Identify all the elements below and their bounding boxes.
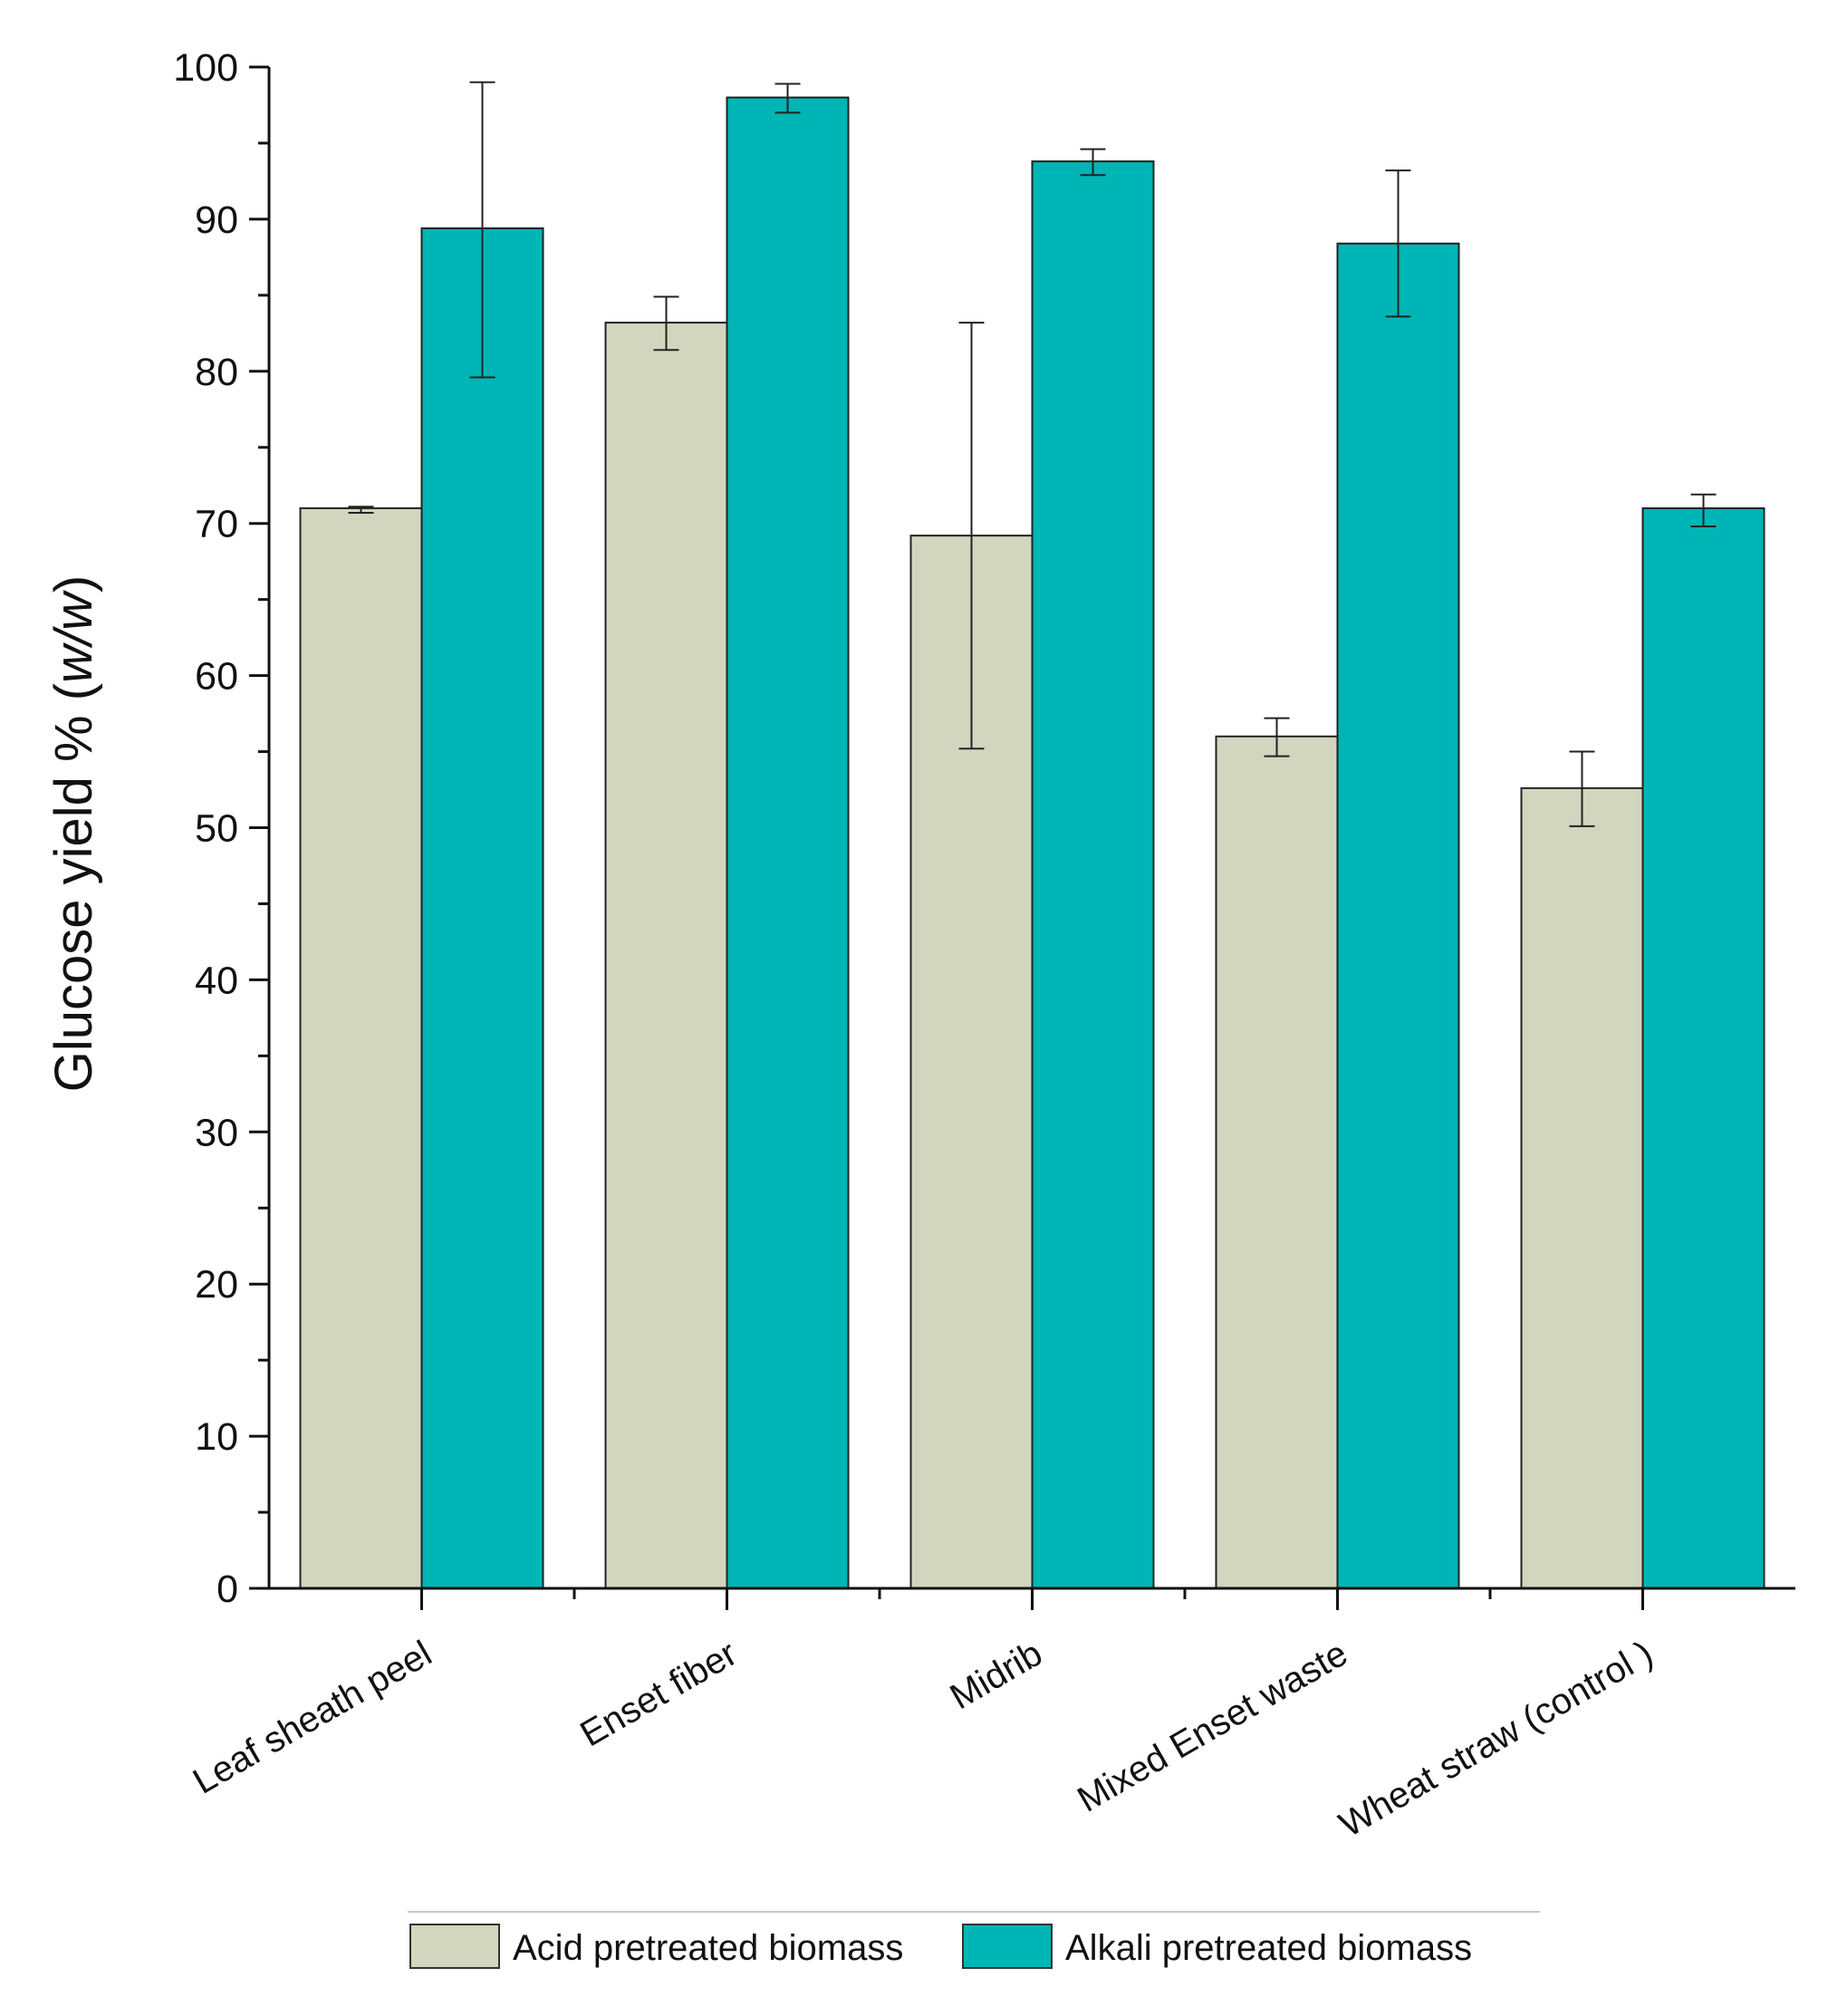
x-tick-label: Wheat straw (control ) xyxy=(1332,1634,1659,1846)
error-bar-acid-1 xyxy=(653,295,679,352)
legend-swatch-alkali xyxy=(962,1924,1053,1969)
bar-alkali-3 xyxy=(1336,242,1460,1589)
y-axis-title: Glucose yield % (w/w) xyxy=(44,575,103,1093)
bar-acid-3 xyxy=(1215,735,1339,1589)
y-tick-label: 90 xyxy=(195,198,238,242)
x-tick-label: Mixed Enset waste xyxy=(1071,1634,1354,1820)
y-tick-label: 50 xyxy=(195,807,238,851)
y-tick-label: 20 xyxy=(195,1263,238,1307)
y-tick-label: 0 xyxy=(216,1567,238,1611)
error-bars-layer xyxy=(348,81,1717,827)
x-tick-label: Leaf sheath peel xyxy=(187,1634,438,1802)
y-tick-label: 30 xyxy=(195,1111,238,1154)
bar-acid-0 xyxy=(299,506,423,1589)
y-tick-label: 70 xyxy=(195,503,238,546)
bar-alkali-4 xyxy=(1641,506,1765,1589)
bar-alkali-1 xyxy=(726,96,850,1590)
legend-label-acid: Acid pretreated biomass xyxy=(513,1928,903,1968)
error-bar-alkali-1 xyxy=(774,82,801,114)
error-bar-alkali-2 xyxy=(1080,148,1106,177)
error-bar-alkali-3 xyxy=(1385,169,1411,318)
y-tick-label: 60 xyxy=(195,655,238,699)
bar-acid-1 xyxy=(604,322,728,1589)
bar-alkali-0 xyxy=(420,227,544,1589)
y-tick-label: 80 xyxy=(195,351,238,394)
error-bar-acid-0 xyxy=(348,506,374,514)
y-tick-label: 10 xyxy=(195,1415,238,1459)
x-tick-label: Midrib xyxy=(944,1634,1049,1718)
bar-acid-4 xyxy=(1520,786,1644,1589)
error-bar-alkali-4 xyxy=(1690,493,1717,528)
y-tick-label: 40 xyxy=(195,959,238,1002)
y-tick-label: 100 xyxy=(173,46,238,90)
x-tick-label: Enset fiber xyxy=(573,1634,744,1755)
error-bar-alkali-0 xyxy=(469,81,495,379)
error-bar-acid-2 xyxy=(958,322,985,750)
bar-alkali-2 xyxy=(1031,160,1155,1589)
legend: Acid pretreated biomass Alkali pretreate… xyxy=(409,1924,1472,1969)
error-bar-acid-4 xyxy=(1569,750,1595,827)
legend-swatch-acid xyxy=(409,1924,500,1969)
legend-label-alkali: Alkali pretreated biomass xyxy=(1065,1928,1472,1968)
error-bar-acid-3 xyxy=(1264,717,1290,757)
bars-layer xyxy=(299,96,1765,1590)
